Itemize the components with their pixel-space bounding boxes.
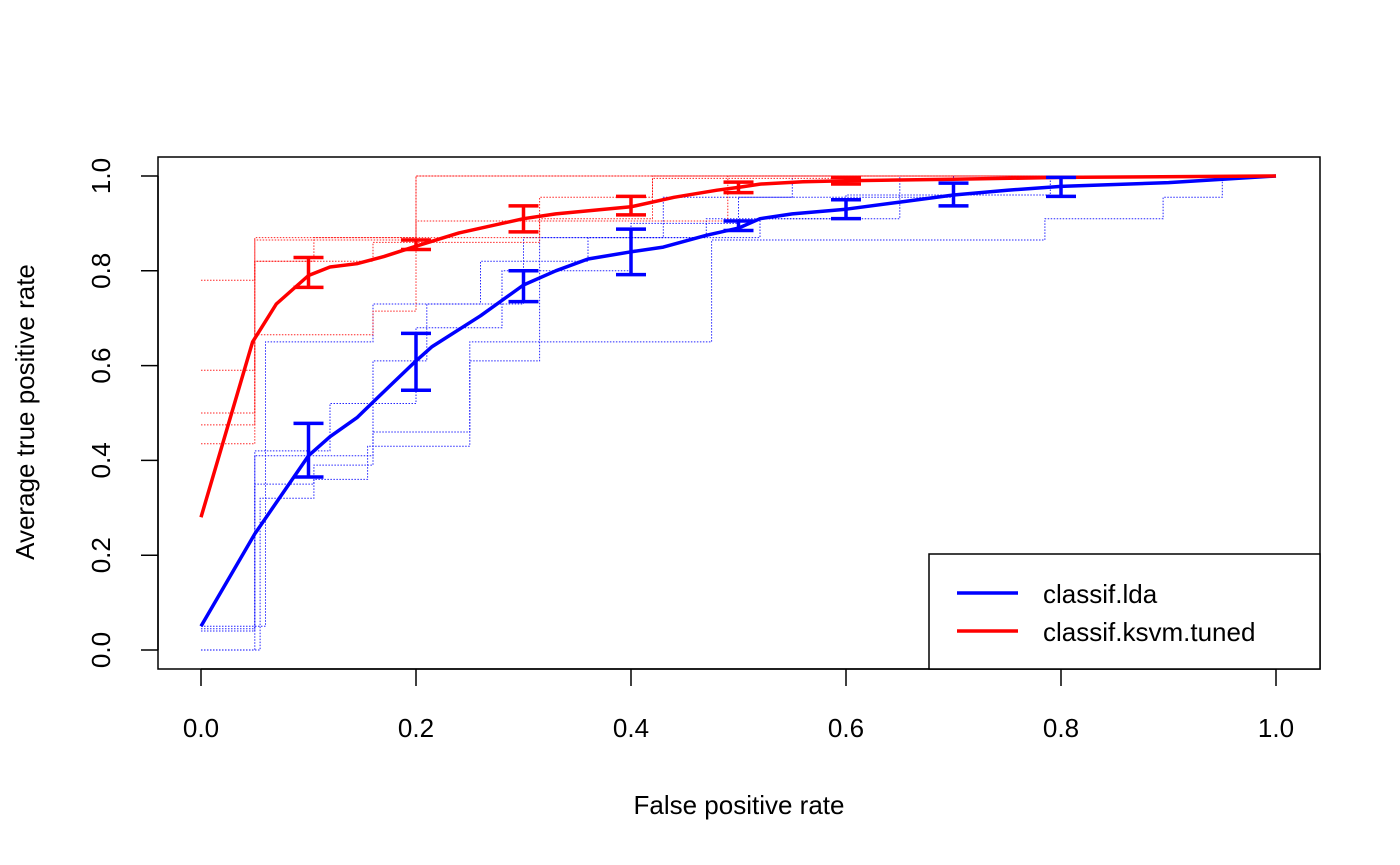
y-tick-label: 0.4	[86, 442, 116, 478]
series-line-classif-ksvm-tuned	[199, 174, 1277, 518]
errorbar-classif-lda	[723, 219, 754, 233]
y-tick-label: 1.0	[86, 158, 116, 194]
x-tick-label: 0.2	[398, 713, 434, 743]
errorbar-classif-ksvm-tuned	[723, 180, 754, 195]
errorbar-classif-lda	[508, 269, 539, 304]
fold-curve-classif-lda	[201, 175, 1276, 630]
fold-curve-classif-ksvm-tuned	[201, 175, 1276, 426]
fold-curve-classif-ksvm-tuned	[201, 175, 1276, 281]
x-axis: 0.0 0.2 0.4 0.6 0.8 1.0	[183, 668, 1294, 743]
errorbar-classif-lda	[831, 197, 861, 221]
errorbar-classif-ksvm-tuned	[293, 255, 324, 290]
y-tick-label: 0.2	[86, 537, 116, 573]
errorbar-classif-lda	[401, 331, 431, 392]
y-axis: 0.0 0.2 0.4 0.6 0.8 1.0	[86, 158, 159, 668]
x-tick-label: 1.0	[1258, 713, 1294, 743]
x-tick-label: 0.0	[183, 713, 219, 743]
y-tick-label: 0.6	[86, 348, 116, 384]
x-tick-label: 0.8	[1043, 713, 1079, 743]
legend-label-classif-lda: classif.lda	[1043, 579, 1158, 609]
legend-box	[928, 553, 1321, 670]
errorbars-layer	[293, 175, 1076, 479]
fold-curves-layer	[201, 175, 1276, 651]
errorbar-classif-ksvm-tuned	[616, 194, 646, 217]
fold-curve-classif-lda	[201, 175, 1276, 651]
y-axis-title: Average true positive rate	[10, 264, 40, 560]
x-tick-label: 0.6	[828, 713, 864, 743]
x-tick-label: 0.4	[613, 713, 649, 743]
x-axis-title: False positive rate	[634, 790, 845, 820]
errorbar-classif-ksvm-tuned	[508, 204, 539, 234]
errorbar-classif-lda	[293, 421, 324, 479]
errorbar-classif-lda	[938, 181, 969, 208]
errorbar-classif-ksvm-tuned	[831, 175, 861, 186]
legend-label-classif-ksvm-tuned: classif.ksvm.tuned	[1043, 617, 1255, 647]
errorbar-classif-lda	[1046, 175, 1076, 199]
y-tick-label: 0.8	[86, 253, 116, 289]
legend: classif.lda classif.ksvm.tuned	[928, 553, 1321, 670]
y-tick-label: 0.0	[86, 632, 116, 668]
errorbar-classif-ksvm-tuned	[401, 238, 431, 252]
errorbar-classif-lda	[616, 227, 646, 277]
fold-curve-classif-lda	[201, 175, 1276, 632]
